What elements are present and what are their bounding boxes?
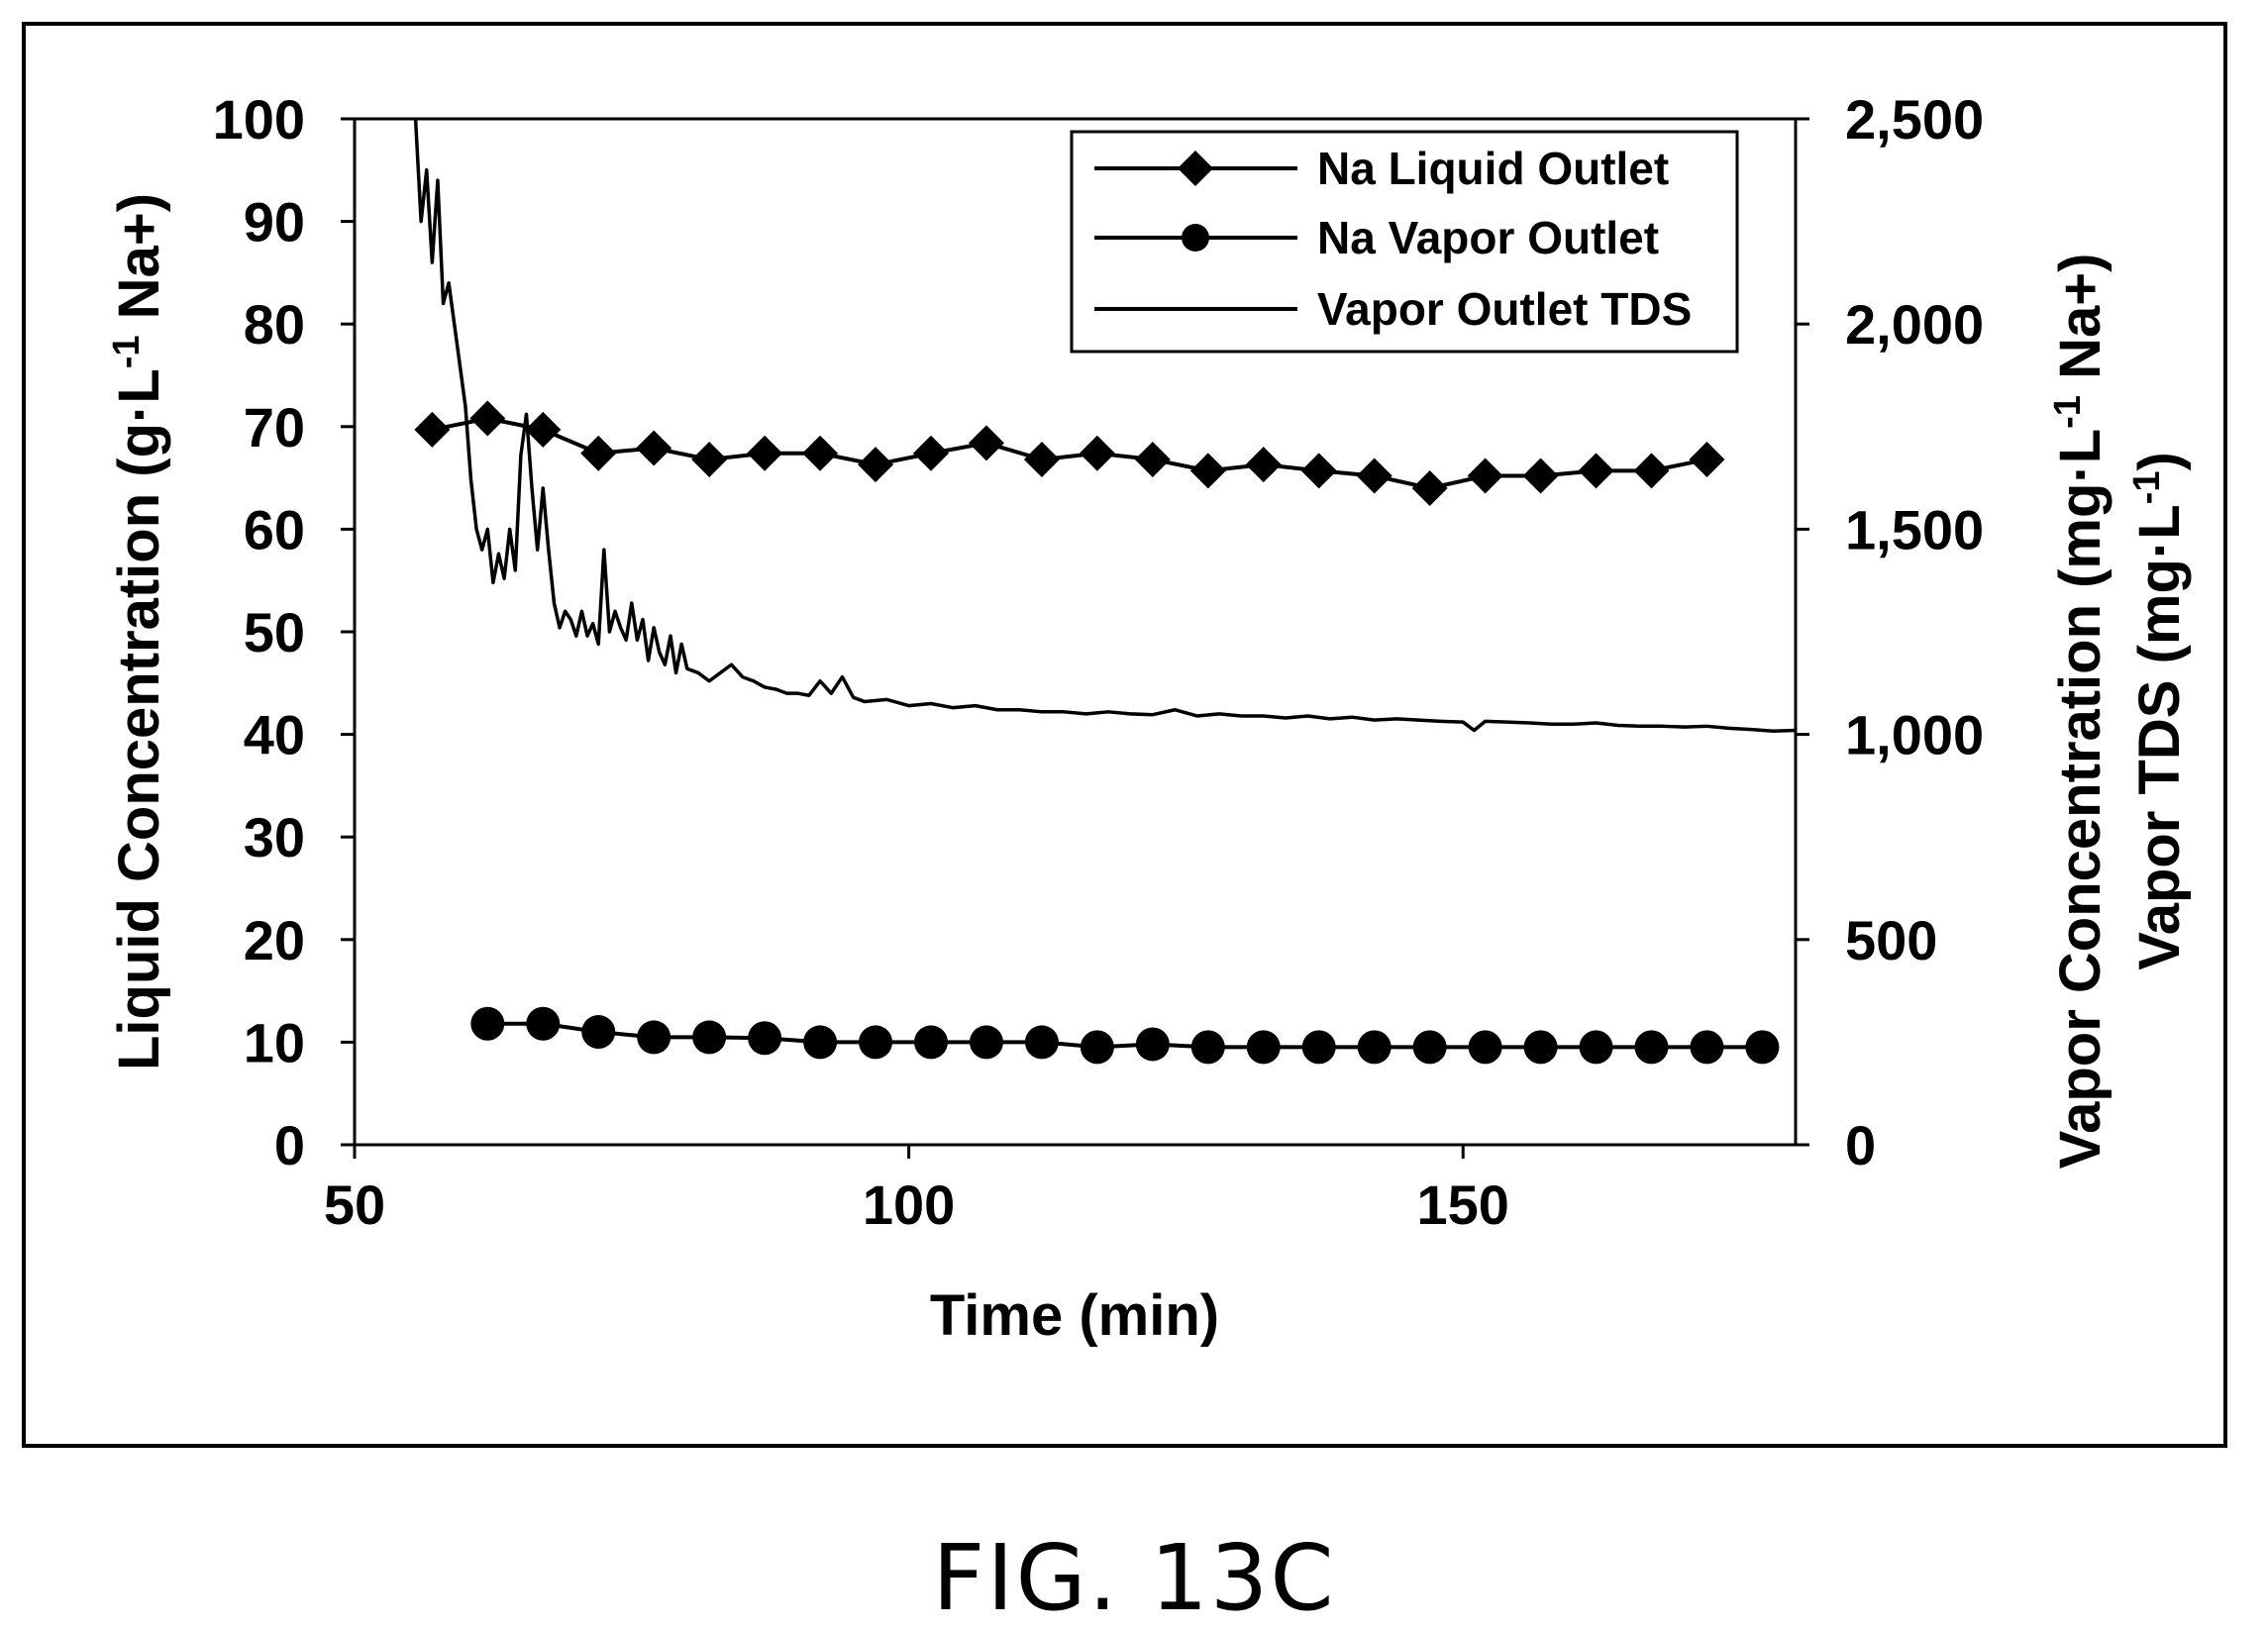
na-vapor-outlet-point	[1634, 1030, 1669, 1065]
na-liquid-outlet-point	[1522, 458, 1559, 494]
y-right-tick-label: 1,500	[1845, 498, 1984, 561]
na-liquid-outlet-point	[1023, 441, 1060, 477]
y-left-tick-label: 20	[244, 909, 305, 971]
legend-label-vapor-outlet-tds: Vapor Outlet TDS	[1317, 283, 1692, 335]
na-vapor-outlet-point	[1080, 1030, 1114, 1065]
x-tick-label: 150	[1417, 1173, 1509, 1236]
na-liquid-outlet-point	[414, 411, 451, 448]
na-liquid-outlet-point	[1689, 441, 1725, 477]
na-liquid-outlet-point	[1467, 458, 1503, 494]
na-vapor-outlet-point	[748, 1021, 782, 1056]
y-right-tick-label: 1,000	[1845, 704, 1984, 766]
na-vapor-outlet-point	[859, 1025, 893, 1060]
figure-frame	[22, 22, 2227, 1448]
na-vapor-outlet-point	[1579, 1030, 1613, 1065]
legend-label-na-liquid-outlet: Na Liquid Outlet	[1317, 143, 1669, 194]
na-liquid-outlet-point	[802, 435, 839, 471]
y-left-tick-label: 10	[244, 1011, 305, 1073]
y-axis-right-title-concentration: Vapor Concentration (mg·L-1 Na+)	[2047, 254, 2113, 1170]
na-liquid-outlet-point	[1245, 447, 1282, 483]
legend-marker-circle	[1182, 224, 1209, 252]
na-vapor-outlet-point	[581, 1015, 616, 1050]
na-vapor-outlet-point	[914, 1025, 948, 1060]
na-vapor-outlet-point	[1523, 1030, 1558, 1065]
na-liquid-outlet-point	[1578, 453, 1614, 489]
na-liquid-outlet-point	[747, 435, 783, 471]
y-right-tick-label: 500	[1845, 909, 1937, 971]
na-liquid-outlet-point	[913, 435, 949, 471]
na-vapor-outlet-point	[1246, 1030, 1281, 1065]
y-right-tick-label: 0	[1845, 1114, 1876, 1176]
na-vapor-outlet-point	[1190, 1030, 1225, 1065]
y-left-tick-label: 60	[244, 498, 305, 561]
na-liquid-outlet-line	[431, 416, 1707, 491]
x-tick-label: 100	[863, 1173, 955, 1236]
na-liquid-outlet-layer	[414, 400, 1725, 506]
na-vapor-outlet-point	[692, 1020, 727, 1055]
na-vapor-outlet-point	[1412, 1030, 1447, 1065]
na-liquid-outlet-point	[968, 425, 1004, 461]
x-tick-label: 50	[324, 1173, 385, 1236]
na-liquid-outlet-point	[1189, 453, 1226, 489]
na-vapor-outlet-line	[487, 1021, 1763, 1050]
na-liquid-outlet-point	[691, 441, 728, 477]
legend-marker-diamond	[1178, 151, 1213, 186]
na-liquid-outlet-point	[1356, 458, 1392, 494]
na-vapor-outlet-layer	[470, 1006, 1780, 1065]
legend-label-na-vapor-outlet: Na Vapor Outlet	[1317, 212, 1659, 263]
na-liquid-outlet-point	[1411, 469, 1448, 506]
na-vapor-outlet-point	[1745, 1030, 1780, 1065]
na-vapor-outlet-point	[470, 1006, 505, 1041]
na-vapor-outlet-point	[526, 1006, 561, 1041]
y-left-tick-label: 70	[244, 396, 305, 459]
y-axis-left-title: Liquid Concentration (g·L-1 Na+)	[106, 193, 171, 1070]
y-left-tick-label: 40	[244, 704, 305, 766]
figure-caption: FIG. 13C	[932, 1525, 1336, 1631]
na-vapor-outlet-point	[1690, 1030, 1724, 1065]
y-left-tick-label: 80	[244, 293, 305, 356]
y-left-tick-label: 30	[244, 806, 305, 868]
y-right-tick-label: 2,500	[1845, 88, 1984, 151]
na-liquid-outlet-point	[858, 447, 894, 483]
na-liquid-outlet-point	[1300, 453, 1337, 489]
y-left-tick-label: 100	[213, 88, 305, 151]
na-vapor-outlet-point	[803, 1025, 838, 1060]
na-vapor-outlet-point	[969, 1025, 1003, 1060]
y-left-tick-label: 0	[274, 1114, 305, 1176]
x-axis: 50 100 150	[324, 1145, 1509, 1236]
legend: Na Liquid Outlet Na Vapor Outlet Vapor O…	[1070, 130, 1739, 354]
na-liquid-outlet-point	[1079, 435, 1115, 471]
y-axis-right: 0 500 1,000 1,500 2,000 2,500	[1796, 88, 1984, 1176]
y-right-tick-label: 2,000	[1845, 293, 1984, 356]
vapor-outlet-tds-layer	[413, 118, 1797, 734]
na-vapor-outlet-point	[1301, 1030, 1336, 1065]
vapor-outlet-tds-line	[413, 118, 1797, 734]
na-vapor-outlet-point	[1468, 1030, 1502, 1065]
na-liquid-outlet-point	[580, 435, 617, 471]
na-vapor-outlet-point	[1135, 1027, 1170, 1062]
na-liquid-outlet-point	[525, 411, 562, 448]
na-liquid-outlet-point	[1633, 453, 1670, 489]
y-axis-right-title-tds: Vapor TDS (mg·L-1)	[2126, 452, 2192, 970]
y-left-tick-label: 90	[244, 191, 305, 254]
na-vapor-outlet-point	[1357, 1030, 1392, 1065]
na-liquid-outlet-point	[1134, 441, 1171, 477]
x-axis-title: Time (min)	[930, 1283, 1219, 1348]
na-vapor-outlet-point	[1024, 1025, 1059, 1060]
y-axis-left: 0 10 20 30 40 50 60 70 80 90 100	[213, 88, 355, 1176]
na-liquid-outlet-point	[636, 430, 672, 466]
y-left-tick-label: 50	[244, 601, 305, 663]
na-liquid-outlet-point	[469, 400, 506, 437]
na-vapor-outlet-point	[637, 1020, 671, 1055]
